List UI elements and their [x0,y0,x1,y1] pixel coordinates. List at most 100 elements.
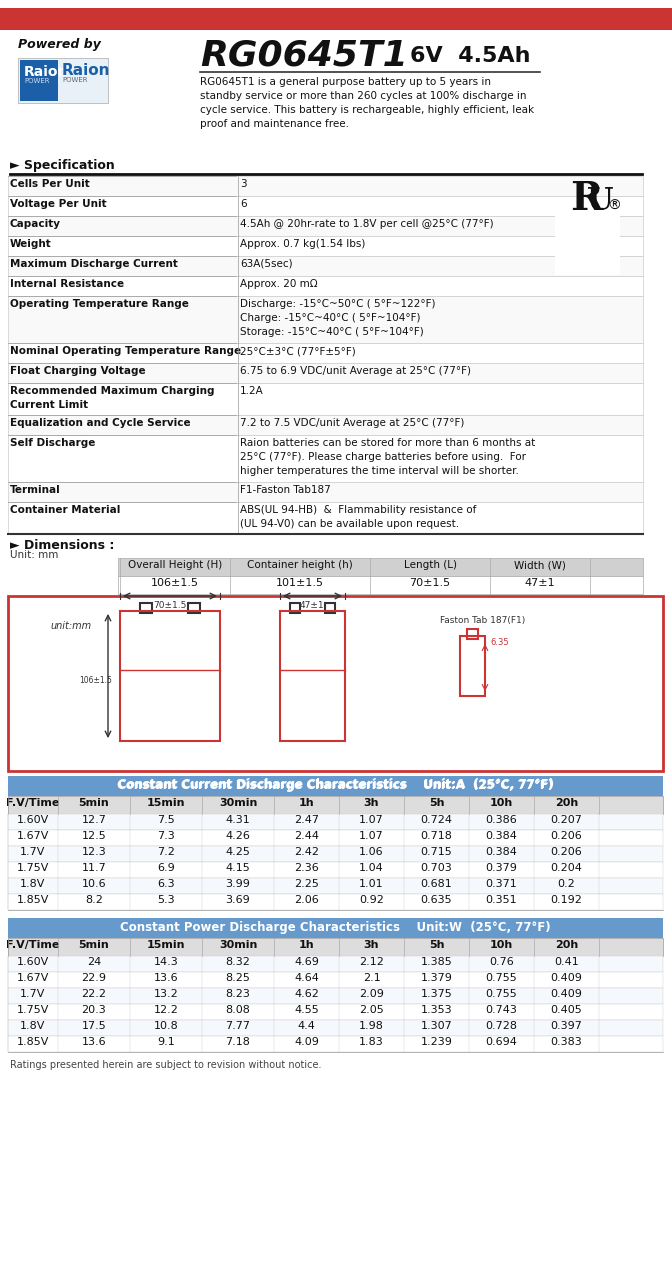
Text: Approx. 0.7 kg(1.54 lbs): Approx. 0.7 kg(1.54 lbs) [240,239,366,250]
Bar [0,538,672,556]
Text: 0.715: 0.715 [421,847,452,858]
Bar [0,157,672,175]
Text: 2.12: 2.12 [359,957,384,966]
Text: 0.76: 0.76 [489,957,514,966]
Bar [467,628,478,639]
Text: Raion: Raion [24,65,69,79]
Text: 10.8: 10.8 [154,1021,178,1030]
Text: 2.44: 2.44 [294,831,319,841]
Bar [8,956,663,972]
Text: Maximum Discharge Current: Maximum Discharge Current [10,259,178,269]
Bar [290,603,300,613]
Text: 4.55: 4.55 [294,1005,319,1015]
Text: 1.98: 1.98 [359,1021,384,1030]
Bar [8,814,663,829]
Bar [8,596,663,771]
Bar [8,383,643,415]
Text: 12.7: 12.7 [81,815,106,826]
Text: RG0645T1 is a general purpose battery up to 5 years in: RG0645T1 is a general purpose battery up… [200,77,491,87]
Text: 70±1.5: 70±1.5 [409,579,450,588]
Text: 1h: 1h [298,797,314,808]
Bar [8,343,643,364]
Text: 1.75V: 1.75V [17,863,49,873]
Text: Float Charging Voltage: Float Charging Voltage [10,366,146,376]
Text: Equalization and Cycle Service: Equalization and Cycle Service [10,419,191,428]
Text: 15min: 15min [146,940,185,950]
Text: 0.386: 0.386 [486,815,517,826]
Text: Constant Current Discharge Characteristics    Unit:A  (25°C, 77°F): Constant Current Discharge Characteristi… [118,778,554,791]
Text: 7.5: 7.5 [157,815,175,826]
Text: 7.2 to 7.5 VDC/unit Average at 25°C (77°F): 7.2 to 7.5 VDC/unit Average at 25°C (77°… [240,419,464,428]
Text: Unit: mm: Unit: mm [10,550,58,561]
Bar [8,878,663,893]
Text: 10.6: 10.6 [82,879,106,890]
Text: 6.3: 6.3 [157,879,175,890]
Text: 1.67V: 1.67V [17,973,49,983]
Text: 13.2: 13.2 [154,989,178,998]
Bar [140,603,152,613]
Text: 106±1.5: 106±1.5 [79,676,112,685]
Text: R: R [570,180,602,218]
Text: 0.92: 0.92 [359,895,384,905]
Text: 0.409: 0.409 [550,989,583,998]
Text: 0.728: 0.728 [485,1021,517,1030]
Bar [118,576,643,594]
Text: 5min: 5min [79,940,110,950]
Text: 0.371: 0.371 [486,879,517,890]
Text: ► Specification: ► Specification [10,159,115,172]
Text: 1.239: 1.239 [421,1037,452,1047]
Text: 1.04: 1.04 [359,863,384,873]
Text: Length (L): Length (L) [403,561,456,570]
Text: POWER: POWER [24,78,50,84]
Text: 1.67V: 1.67V [17,831,49,841]
Text: 13.6: 13.6 [154,973,178,983]
Text: 0.724: 0.724 [421,815,452,826]
Bar [8,776,663,796]
Bar [8,435,643,483]
Text: 24: 24 [87,957,101,966]
Text: 1.8V: 1.8V [20,1021,46,1030]
Text: Cells Per Unit: Cells Per Unit [10,179,90,189]
Bar [8,364,643,383]
Text: 0.192: 0.192 [550,895,583,905]
Text: 7.3: 7.3 [157,831,175,841]
Text: 8.23: 8.23 [226,989,251,998]
Text: 1.07: 1.07 [359,815,384,826]
Text: F.V/Time: F.V/Time [6,797,60,808]
Text: Constant Power Discharge Characteristics    Unit:W  (25°C, 77°F): Constant Power Discharge Characteristics… [120,922,550,934]
Text: 1.85V: 1.85V [17,1037,49,1047]
Text: 3h: 3h [364,797,379,808]
Text: 0.635: 0.635 [421,895,452,905]
Text: Charge: -15°C~40°C ( 5°F~104°F): Charge: -15°C~40°C ( 5°F~104°F) [240,314,421,323]
Text: 20h: 20h [555,940,578,950]
Bar [8,276,643,296]
Text: 0.384: 0.384 [486,847,517,858]
Text: 4.09: 4.09 [294,1037,319,1047]
Text: 7.18: 7.18 [226,1037,251,1047]
Text: Raion: Raion [62,63,110,78]
Text: proof and maintenance free.: proof and maintenance free. [200,119,349,129]
Text: 2.09: 2.09 [359,989,384,998]
Text: Internal Resistance: Internal Resistance [10,279,124,289]
Text: 0.694: 0.694 [486,1037,517,1047]
Bar [8,216,643,236]
Text: 5h: 5h [429,797,444,808]
Text: U: U [587,186,614,218]
Text: 13.6: 13.6 [82,1037,106,1047]
Text: 1.379: 1.379 [421,973,452,983]
Text: 1.60V: 1.60V [17,957,49,966]
Text: 5min: 5min [79,797,110,808]
Text: Approx. 20 mΩ: Approx. 20 mΩ [240,279,318,289]
Text: 1.07: 1.07 [359,831,384,841]
Text: 8.32: 8.32 [226,957,251,966]
Text: F.V/Time: F.V/Time [6,940,60,950]
Text: 25°C (77°F). Please charge batteries before using.  For: 25°C (77°F). Please charge batteries bef… [240,452,526,462]
Text: 12.5: 12.5 [81,831,106,841]
Text: 3: 3 [240,179,247,189]
Bar [280,611,345,741]
Bar [8,415,643,435]
Text: 5h: 5h [429,940,444,950]
Text: 2.47: 2.47 [294,815,319,826]
Text: Recommended Maximum Charging: Recommended Maximum Charging [10,387,214,396]
Text: standby service or more than 260 cycles at 100% discharge in: standby service or more than 260 cycles … [200,91,526,101]
